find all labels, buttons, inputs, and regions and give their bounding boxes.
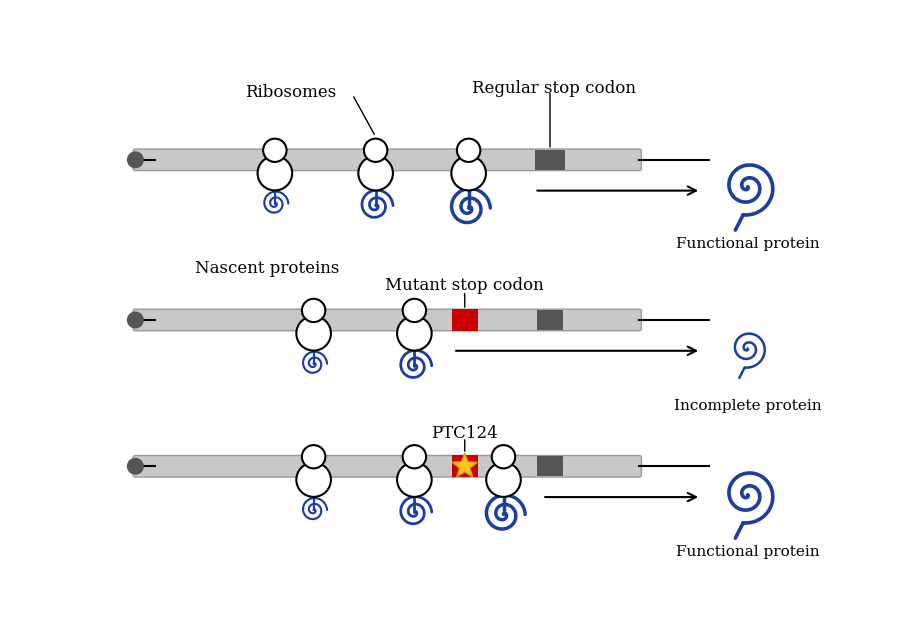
Bar [536, 310, 563, 330]
Circle shape [358, 156, 393, 190]
Circle shape [296, 463, 331, 497]
Circle shape [302, 299, 326, 322]
Circle shape [257, 156, 292, 190]
Text: Functional protein: Functional protein [675, 237, 820, 251]
Circle shape [486, 463, 521, 497]
Circle shape [126, 312, 144, 329]
Text: Incomplete protein: Incomplete protein [674, 399, 822, 413]
Text: Mutant stop codon: Mutant stop codon [386, 277, 544, 294]
Circle shape [397, 463, 431, 497]
Text: Ribosomes: Ribosomes [245, 85, 336, 101]
Text: PTC124: PTC124 [431, 426, 498, 443]
Circle shape [397, 316, 431, 351]
Circle shape [492, 445, 515, 468]
Circle shape [457, 138, 480, 162]
Text: Regular stop codon: Regular stop codon [472, 80, 636, 97]
Circle shape [364, 138, 388, 162]
Polygon shape [452, 453, 477, 477]
Circle shape [403, 445, 426, 468]
Text: Functional protein: Functional protein [675, 545, 820, 559]
Circle shape [263, 138, 287, 162]
Circle shape [126, 151, 144, 168]
FancyBboxPatch shape [133, 149, 641, 171]
Text: Nascent proteins: Nascent proteins [195, 260, 339, 277]
Circle shape [451, 156, 486, 190]
Circle shape [403, 299, 426, 322]
Bar [451, 456, 478, 477]
Circle shape [126, 458, 144, 475]
Bar [536, 150, 565, 170]
Bar [451, 309, 478, 331]
Circle shape [302, 445, 326, 468]
FancyBboxPatch shape [133, 309, 641, 331]
Bar [536, 456, 563, 476]
Circle shape [296, 316, 331, 351]
FancyBboxPatch shape [133, 456, 641, 477]
